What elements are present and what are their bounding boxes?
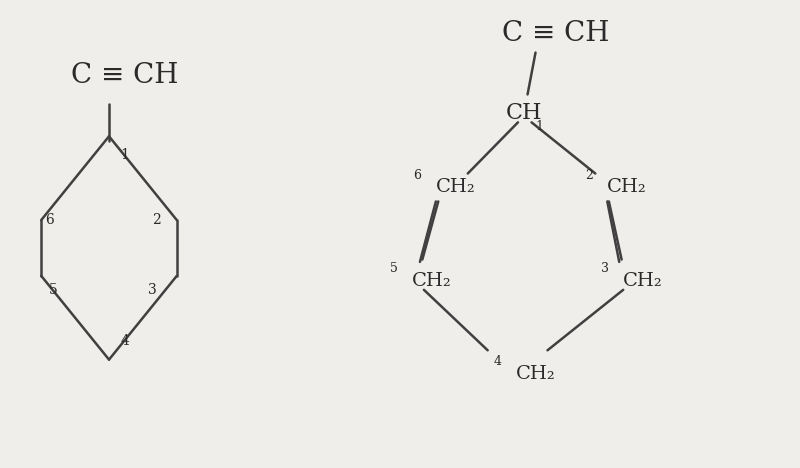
Text: 1: 1 [535,120,543,133]
Text: 5: 5 [390,263,398,275]
Text: 6: 6 [45,213,54,227]
Text: CH₂: CH₂ [623,271,663,290]
Text: C ≡ CH: C ≡ CH [502,21,609,47]
Text: 6: 6 [414,169,422,183]
Text: 3: 3 [149,283,158,297]
Text: 3: 3 [601,263,609,275]
Text: CH: CH [506,102,542,124]
Text: 1: 1 [121,148,130,162]
Text: 2: 2 [585,169,593,183]
Text: CH₂: CH₂ [412,271,452,290]
Text: 4: 4 [121,334,130,348]
Text: C ≡ CH: C ≡ CH [71,62,178,89]
Text: 2: 2 [153,213,162,227]
Text: CH₂: CH₂ [515,365,555,382]
Text: 4: 4 [494,355,502,368]
Text: CH₂: CH₂ [607,178,647,197]
Text: CH₂: CH₂ [436,178,476,197]
Text: 5: 5 [49,283,58,297]
